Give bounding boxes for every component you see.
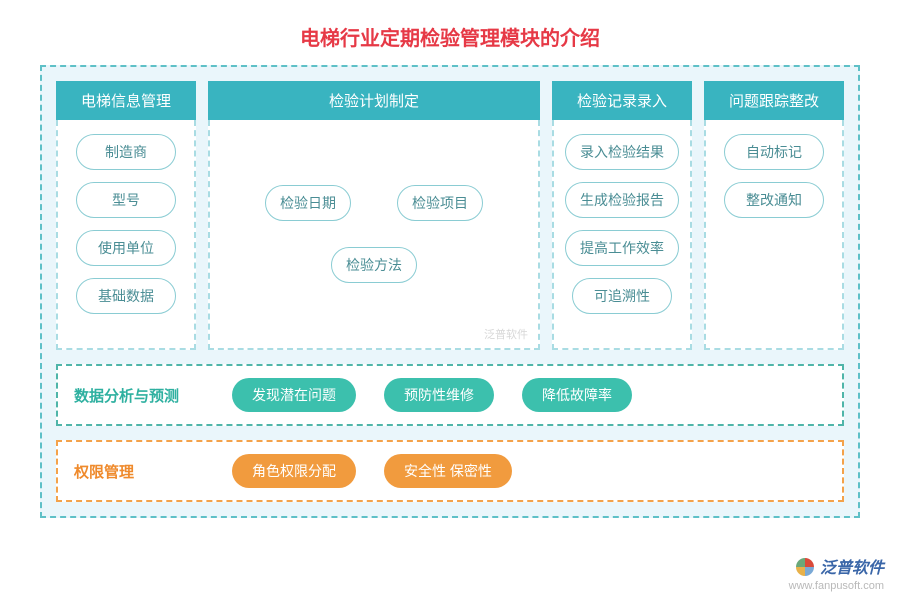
pill-item: 基础数据 [76,278,176,314]
pill-item: 制造商 [76,134,176,170]
pill-item: 检验项目 [397,185,483,221]
column-inspection-record: 检验记录录入 录入检验结果 生成检验报告 提高工作效率 可追溯性 [552,81,692,350]
pill-item: 可追溯性 [572,278,672,314]
column-issue-tracking: 问题跟踪整改 自动标记 整改通知 [704,81,844,350]
columns-row: 电梯信息管理 制造商 型号 使用单位 基础数据 检验计划制定 检验日期 检验项目… [56,81,844,350]
row-permission-mgmt: 权限管理 角色权限分配 安全性 保密性 [56,440,844,502]
diagram-title: 电梯行业定期检验管理模块的介绍 [0,0,900,65]
pill-item: 提高工作效率 [565,230,679,266]
column-header: 检验记录录入 [552,81,692,120]
column-header: 电梯信息管理 [56,81,196,120]
column-header: 检验计划制定 [208,81,540,120]
pill-item: 生成检验报告 [565,182,679,218]
pill-item: 检验方法 [331,247,417,283]
column-body: 检验日期 检验项目 检验方法 泛普软件 [208,120,540,350]
row-data-analysis: 数据分析与预测 发现潜在问题 预防性维修 降低故障率 [56,364,844,426]
column-body: 自动标记 整改通知 [704,120,844,350]
pill-item: 检验日期 [265,185,351,221]
badge-item: 预防性维修 [384,378,494,412]
column-header: 问题跟踪整改 [704,81,844,120]
pill-item: 型号 [76,182,176,218]
watermark: 泛普软件 [484,326,528,342]
pill-item: 录入检验结果 [565,134,679,170]
badge-item: 角色权限分配 [232,454,356,488]
footer-brand: 泛普软件 [789,554,884,578]
pill-item: 使用单位 [76,230,176,266]
column-elevator-info: 电梯信息管理 制造商 型号 使用单位 基础数据 [56,81,196,350]
column-inspection-plan: 检验计划制定 检验日期 检验项目 检验方法 泛普软件 [208,81,540,350]
footer-url: www.fanpusoft.com [789,580,884,592]
row-label: 数据分析与预测 [74,385,204,406]
row-label: 权限管理 [74,461,204,482]
badge-item: 降低故障率 [522,378,632,412]
badge-item: 发现潜在问题 [232,378,356,412]
column-body: 制造商 型号 使用单位 基础数据 [56,120,196,350]
footer: 泛普软件 www.fanpusoft.com [789,554,884,592]
pill-item: 自动标记 [724,134,824,170]
diagram-container: 电梯信息管理 制造商 型号 使用单位 基础数据 检验计划制定 检验日期 检验项目… [40,65,860,518]
column-body: 录入检验结果 生成检验报告 提高工作效率 可追溯性 [552,120,692,350]
badge-item: 安全性 保密性 [384,454,512,488]
pill-item: 整改通知 [724,182,824,218]
